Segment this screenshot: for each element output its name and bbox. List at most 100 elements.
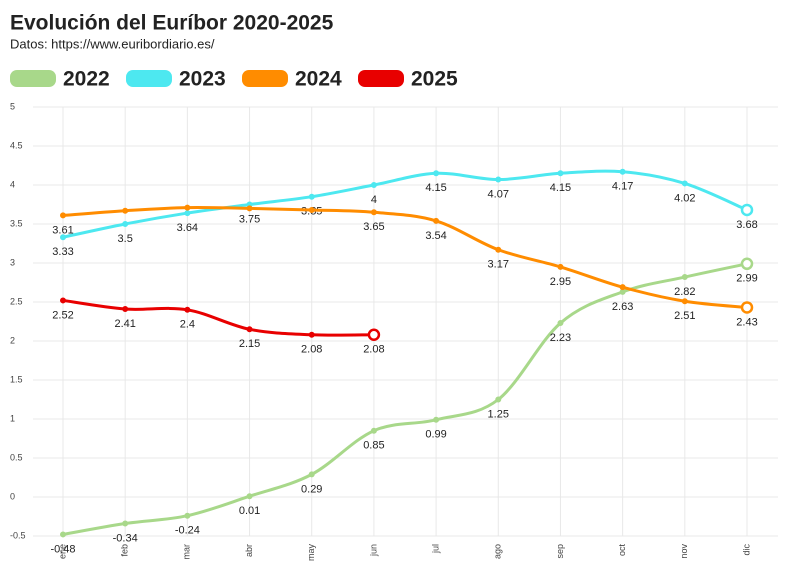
point [184,204,191,211]
point [184,512,191,519]
value-label: 2.99 [736,273,757,285]
y-tick-label: 2 [10,335,15,345]
y-tick-label: 3 [10,257,15,267]
point [619,284,626,291]
point [433,170,440,177]
value-label: 2.43 [736,316,757,328]
value-label: 2.41 [114,318,135,330]
point [60,297,66,304]
point [122,306,129,313]
value-label: 0.29 [301,483,322,495]
legend-swatch [126,70,172,87]
value-label: 4.02 [674,192,695,204]
legend-swatch [10,70,56,87]
y-tick-label: 5 [10,101,15,111]
point [60,234,66,241]
point [122,207,129,214]
value-label: 3.54 [425,230,446,242]
point [495,176,502,183]
x-tick-label: may [306,544,316,562]
point [370,427,377,434]
value-label: 4 [371,194,377,206]
y-tick-label: -0.5 [10,530,26,540]
value-label: 3.65 [363,221,384,233]
end-point [740,257,754,271]
point [184,210,191,217]
legend-label: 2022 [63,68,110,91]
point [433,416,440,423]
point [557,320,564,327]
end-point [740,301,754,314]
x-tick-label: jun [368,544,378,557]
value-label: 4.17 [612,181,633,193]
point [122,221,129,227]
y-tick-label: 3.5 [10,218,23,228]
x-tick-label: abr [244,544,254,557]
point [557,170,564,177]
y-tick-label: 1 [10,413,15,423]
x-tick-label: feb [120,544,130,557]
value-label: 3.64 [177,222,198,234]
y-tick-label: 4 [10,179,15,189]
end-point [367,328,381,342]
value-label: 0.85 [363,440,384,452]
point [681,274,688,281]
point [495,246,502,253]
chart-title: Evolución del Euríbor 2020-2025 [10,12,334,35]
value-label: 3.33 [52,246,73,258]
point [433,217,440,224]
point [308,193,315,200]
value-label: 3.5 [118,233,133,245]
value-label: 2.08 [363,344,384,356]
legend-label: 2023 [179,68,226,91]
value-label: -0.48 [50,543,75,555]
y-tick-label: 2.5 [10,296,23,306]
y-tick-label: 4.5 [10,140,23,150]
point [246,326,253,333]
series-line [62,262,748,536]
point [370,182,377,188]
point [60,531,66,538]
value-label: 4.07 [488,188,509,200]
y-tick-label: 1.5 [10,374,23,384]
series-line [62,169,748,239]
value-label: 4.15 [425,182,446,194]
value-label: -0.24 [175,525,200,537]
x-tick-label: ene [57,544,67,559]
value-label: 2.52 [52,309,73,321]
x-tick-label: sep [555,544,565,559]
value-label: 1.25 [488,408,509,420]
x-tick-label: nov [679,544,689,559]
series-line [62,206,748,309]
value-label: 2.08 [301,344,322,356]
value-label: 2.15 [239,338,260,350]
value-label: 4.15 [550,182,571,194]
point [308,331,315,338]
x-tick-label: jul [430,544,440,554]
point [619,168,626,175]
point [681,180,688,187]
point [60,212,66,219]
legend-label: 2024 [295,68,342,91]
value-label: 2.23 [550,332,571,344]
point [681,298,688,305]
point [246,205,253,212]
series-line [62,298,374,337]
point [308,206,315,213]
value-label: 2.4 [180,319,195,331]
value-label: 3.68 [736,219,757,231]
legend-swatch [242,70,288,87]
value-label: 3.17 [488,259,509,271]
value-label: 2.63 [612,301,633,313]
value-label: 3.75 [239,213,260,225]
x-tick-label: ago [493,544,503,559]
point [122,520,129,527]
point [308,471,315,478]
point [370,209,377,216]
value-label: 2.95 [550,276,571,288]
chart-subtitle: Datos: https://www.euribordiario.es/ [10,36,215,51]
point [557,263,564,270]
y-tick-label: 0 [10,491,15,501]
legend-swatch [358,70,404,87]
